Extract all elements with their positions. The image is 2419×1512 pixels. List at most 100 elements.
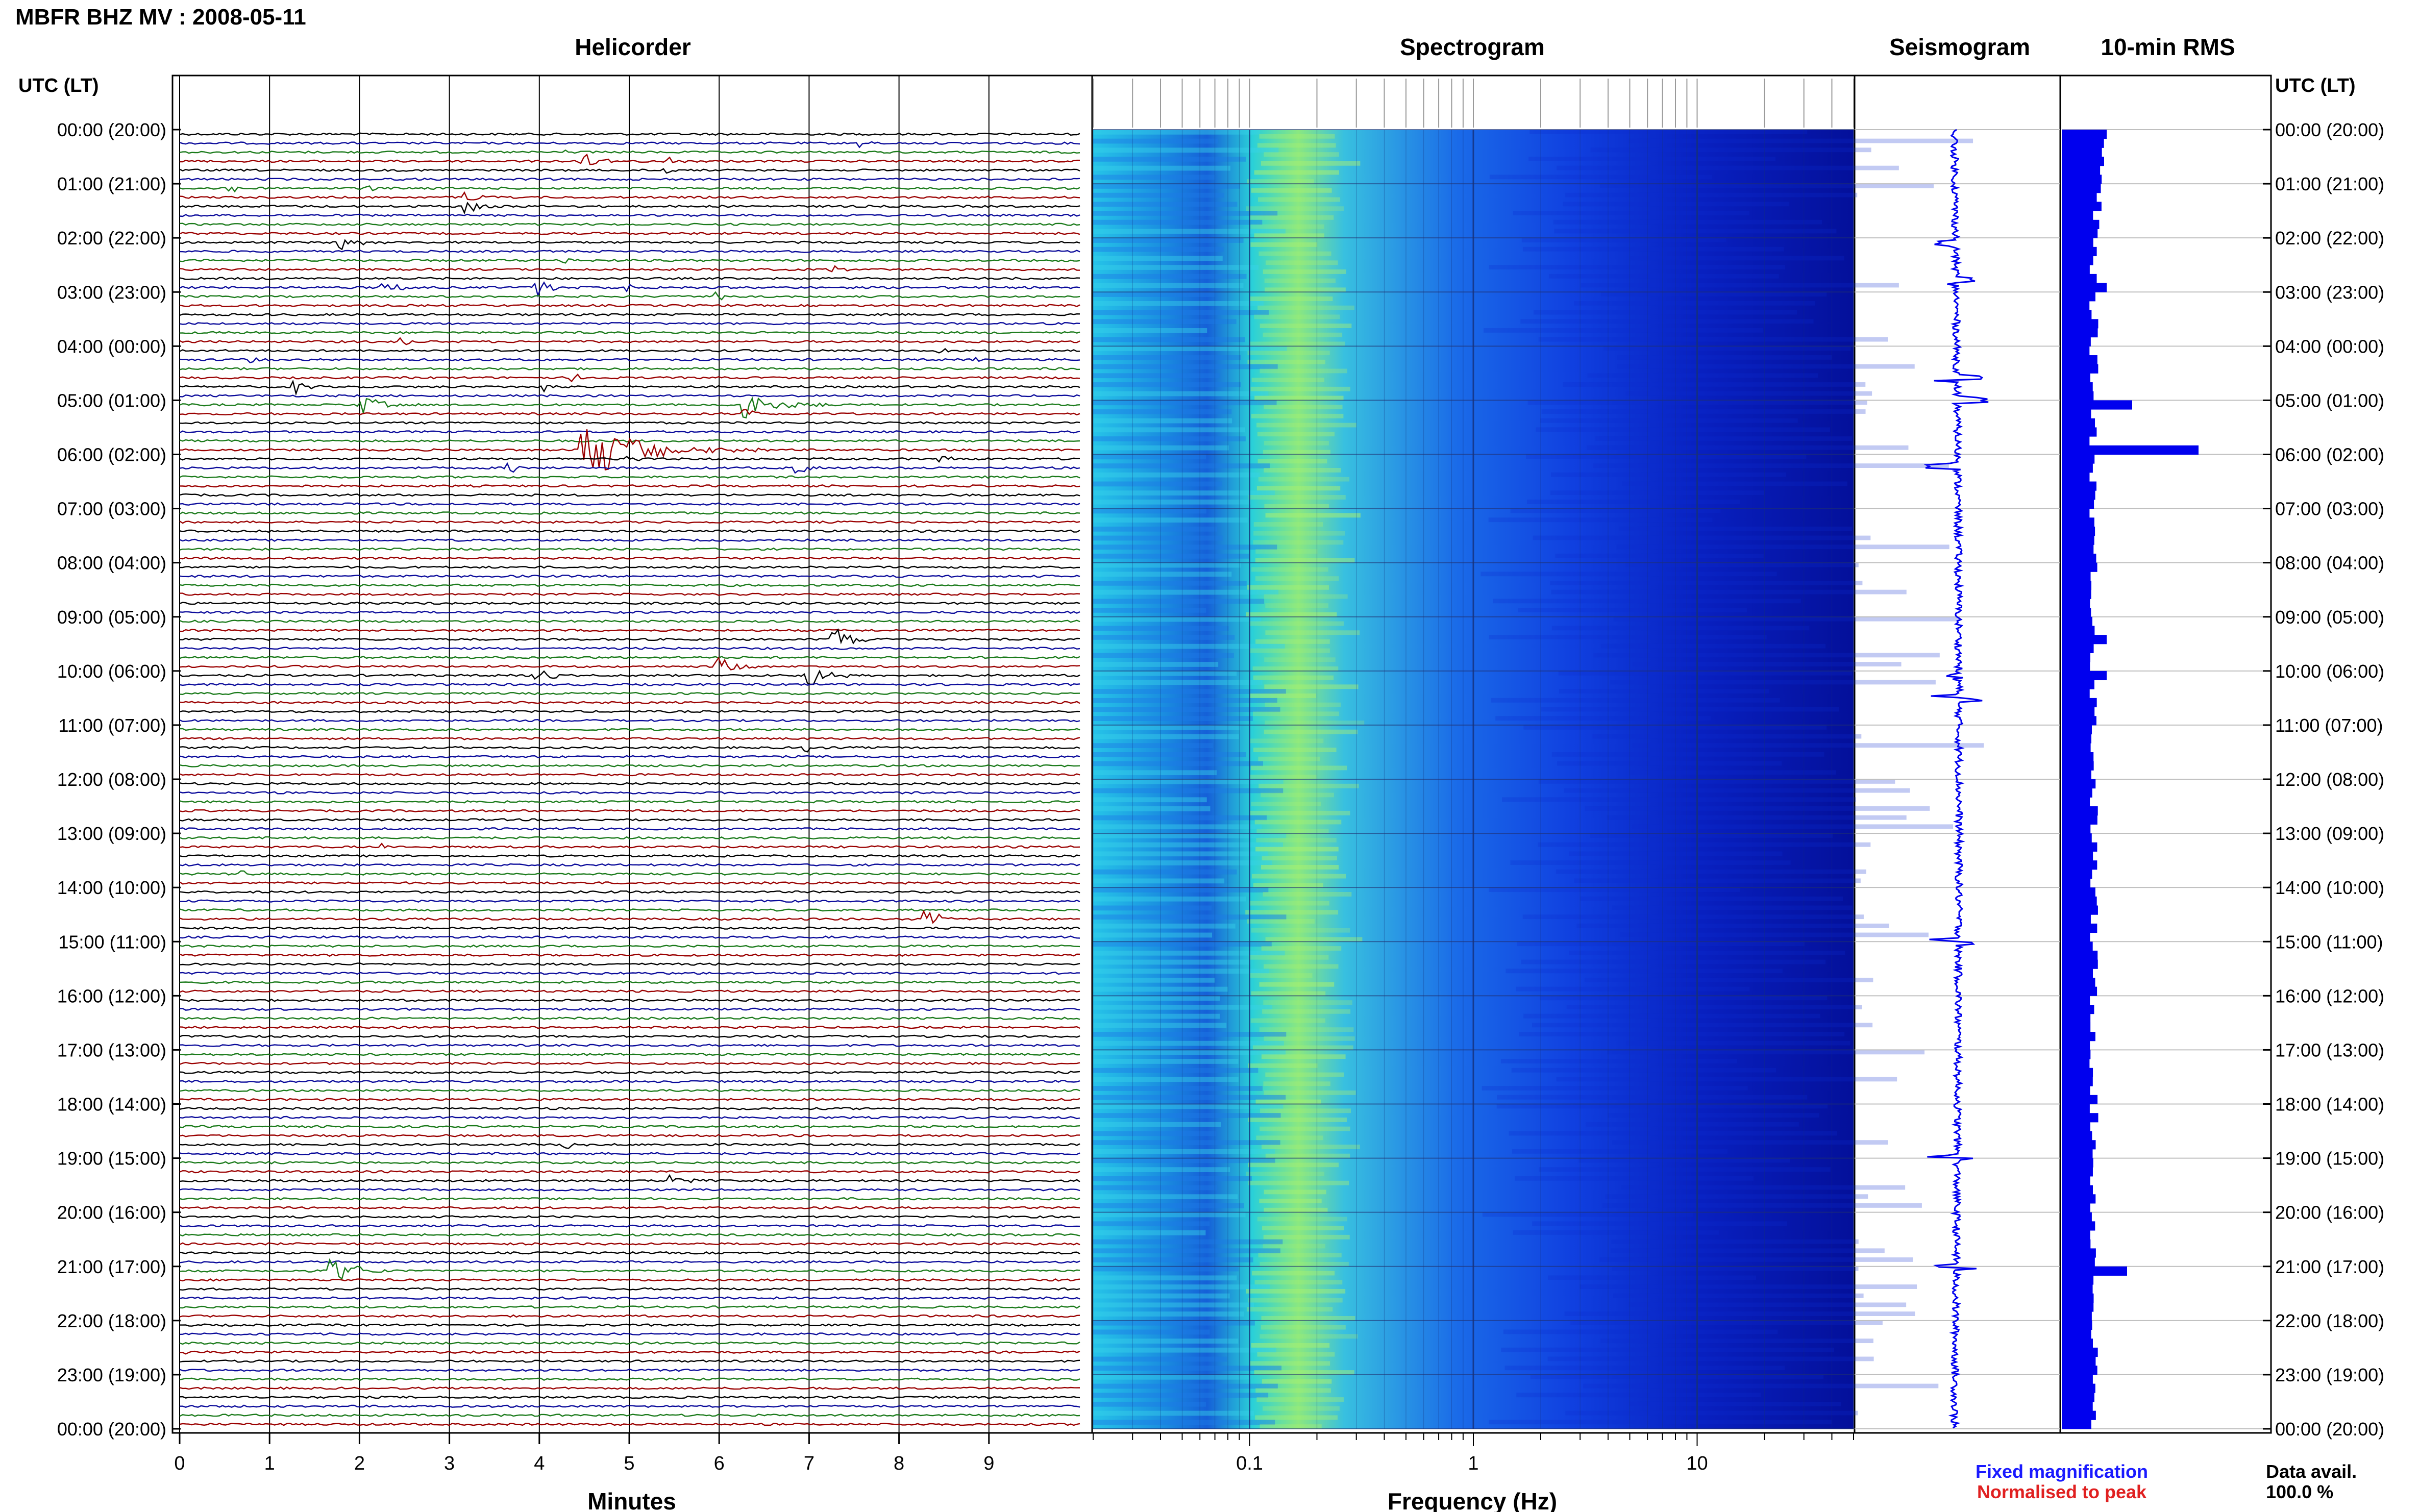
- spectrogram-lowfreq-band: [1093, 581, 1247, 586]
- rms-bar: [2062, 211, 2093, 220]
- spectrogram-peak-band: [1250, 242, 1318, 247]
- spectrogram-highfreq-band: [1529, 130, 1808, 134]
- spectrogram-peak-band: [1263, 269, 1346, 274]
- spectrogram-highfreq-band: [1616, 544, 1949, 550]
- spectrogram-lowfreq-band: [1093, 770, 1217, 776]
- spectrogram-peak-band: [1251, 378, 1325, 383]
- time-label-right: 18:00 (14:00): [2275, 1094, 2384, 1115]
- spectrogram-peak-band: [1257, 1217, 1347, 1222]
- spectrogram-highfreq-band: [1521, 959, 1826, 964]
- helicorder-trace-row: [179, 281, 1080, 298]
- spectrogram-highfreq-band: [1482, 1212, 1693, 1217]
- helicorder-trace-row: [179, 728, 1080, 732]
- rms-bar: [2062, 743, 2091, 753]
- spectrogram-lowfreq-band: [1093, 1005, 1272, 1010]
- spectrogram-lowfreq-band: [1093, 589, 1279, 595]
- spectrogram-peak-band: [1249, 775, 1317, 779]
- spectrogram-highfreq-band: [1620, 932, 1929, 937]
- helicorder-trace-row: [179, 710, 1080, 713]
- rms-bar: [2062, 454, 2095, 464]
- rms-bar: [2062, 400, 2132, 410]
- rms-bar: [2062, 833, 2092, 843]
- spectrogram-lowfreq-band: [1093, 391, 1269, 396]
- helicorder-trace-row: [179, 827, 1080, 831]
- spectrogram-highfreq-band: [1613, 1293, 1864, 1298]
- rms-bar: [2062, 427, 2097, 437]
- spectrogram-lowfreq-band: [1093, 1068, 1258, 1073]
- spectrogram-peak-band: [1261, 864, 1339, 870]
- spectrogram-lowfreq-band: [1093, 1104, 1283, 1109]
- spectrogram-lowfreq-band: [1093, 1284, 1270, 1290]
- spectrogram-peak-band: [1262, 1226, 1344, 1231]
- rms-bar: [2062, 1347, 2098, 1357]
- spectrogram-peak-band: [1248, 1162, 1339, 1168]
- rms-bar: [2062, 923, 2097, 933]
- spectrogram-highfreq-band: [1569, 851, 1783, 856]
- helicorder-trace-row: [179, 809, 1080, 813]
- spectrogram-highfreq-band: [1608, 1113, 1819, 1118]
- spectrogram-lowfreq-band: [1093, 851, 1268, 857]
- rms-bar: [2062, 779, 2096, 789]
- time-label-left: 14:00 (10:00): [57, 877, 166, 898]
- spectrogram-highfreq-band: [1547, 1356, 1874, 1361]
- time-label-right: 01:00 (21:00): [2275, 173, 2384, 194]
- spectrogram-highfreq-band: [1523, 725, 1827, 730]
- helicorder-trace-row: [179, 502, 1080, 506]
- spectrogram-peak-band: [1250, 765, 1347, 771]
- spectrogram-highfreq-band: [1538, 842, 1871, 847]
- spectrogram-lowfreq-band: [1093, 680, 1263, 685]
- rms-bar: [2062, 1239, 2091, 1249]
- helicorder-trace-row: [179, 379, 1080, 396]
- spectrogram-lowfreq-band: [1093, 716, 1253, 721]
- spectrogram-highfreq-band: [1493, 599, 1801, 604]
- rms-bar: [2062, 905, 2098, 915]
- spectrogram-highfreq-band: [1551, 589, 1907, 594]
- time-axis-labels: 00:00 (20:00) 00:00 (20:00) 01:00 (21:00) 0…: [57, 119, 2384, 1440]
- helicorder-trace-row: [179, 791, 1080, 795]
- spectrogram-highfreq-band: [1593, 463, 1949, 468]
- rms-bar: [2062, 310, 2092, 319]
- spectrogram-lowfreq-band: [1093, 1040, 1284, 1046]
- figure-title: MBFR BHZ MV : 2008-05-11: [15, 5, 306, 30]
- rms-bar: [2062, 283, 2107, 292]
- spectrogram-highfreq-band: [1632, 662, 1902, 666]
- helicorder-trace-row: [179, 1161, 1080, 1164]
- spectrogram-peak-band: [1251, 874, 1346, 879]
- rms-bar: [2062, 1068, 2093, 1077]
- spectrogram-peak-band: [1248, 1118, 1347, 1122]
- helicorder-trace-row: [179, 1296, 1080, 1300]
- time-label-right: 09:00 (05:00): [2275, 607, 2384, 628]
- spectrogram-lowfreq-band: [1093, 130, 1260, 135]
- rms-bar: [2062, 914, 2091, 924]
- rms-bar: [2062, 481, 2096, 491]
- spectrogram-lowfreq-band: [1093, 1032, 1287, 1037]
- rms-bar: [2062, 328, 2098, 338]
- spectrogram-peak-band: [1255, 549, 1318, 554]
- rms-bar: [2062, 1158, 2093, 1168]
- helicorder-trace-row: [179, 475, 1080, 479]
- spectrogram-highfreq-band: [1489, 887, 1740, 893]
- spectrogram-highfreq-band: [1564, 1311, 1915, 1316]
- spectrogram-peak-band: [1251, 567, 1328, 572]
- helicorder-trace-row: [179, 538, 1080, 542]
- spectrogram-peak-band: [1255, 1388, 1331, 1393]
- spectrogram-peak-band: [1253, 540, 1344, 545]
- time-label-right: 05:00 (01:00): [2275, 390, 2384, 411]
- spectrogram-lowfreq-band: [1093, 454, 1206, 460]
- helicorder-trace-row: [179, 574, 1080, 578]
- spectrogram-peak-band: [1256, 486, 1341, 491]
- rms-bar: [2062, 165, 2101, 175]
- helicorder-trace-row: [179, 177, 1080, 181]
- rms-bar: [2062, 608, 2091, 617]
- spectrogram-highfreq-band: [1500, 1059, 1738, 1063]
- rms-bar: [2062, 1095, 2098, 1104]
- spectrogram-peak-band: [1265, 1072, 1344, 1077]
- spectrogram-lowfreq-band: [1093, 969, 1269, 974]
- time-label-right: 21:00 (17:00): [2275, 1256, 2384, 1277]
- spectrogram-lowfreq-band: [1093, 436, 1246, 441]
- rms-bar: [2062, 292, 2095, 302]
- helicorder-trace-row: [179, 1414, 1080, 1417]
- time-label-left: 18:00 (14:00): [57, 1094, 166, 1115]
- spectrogram-highfreq-band: [1611, 1239, 1859, 1244]
- spectrogram-highfreq-band: [1556, 869, 1866, 874]
